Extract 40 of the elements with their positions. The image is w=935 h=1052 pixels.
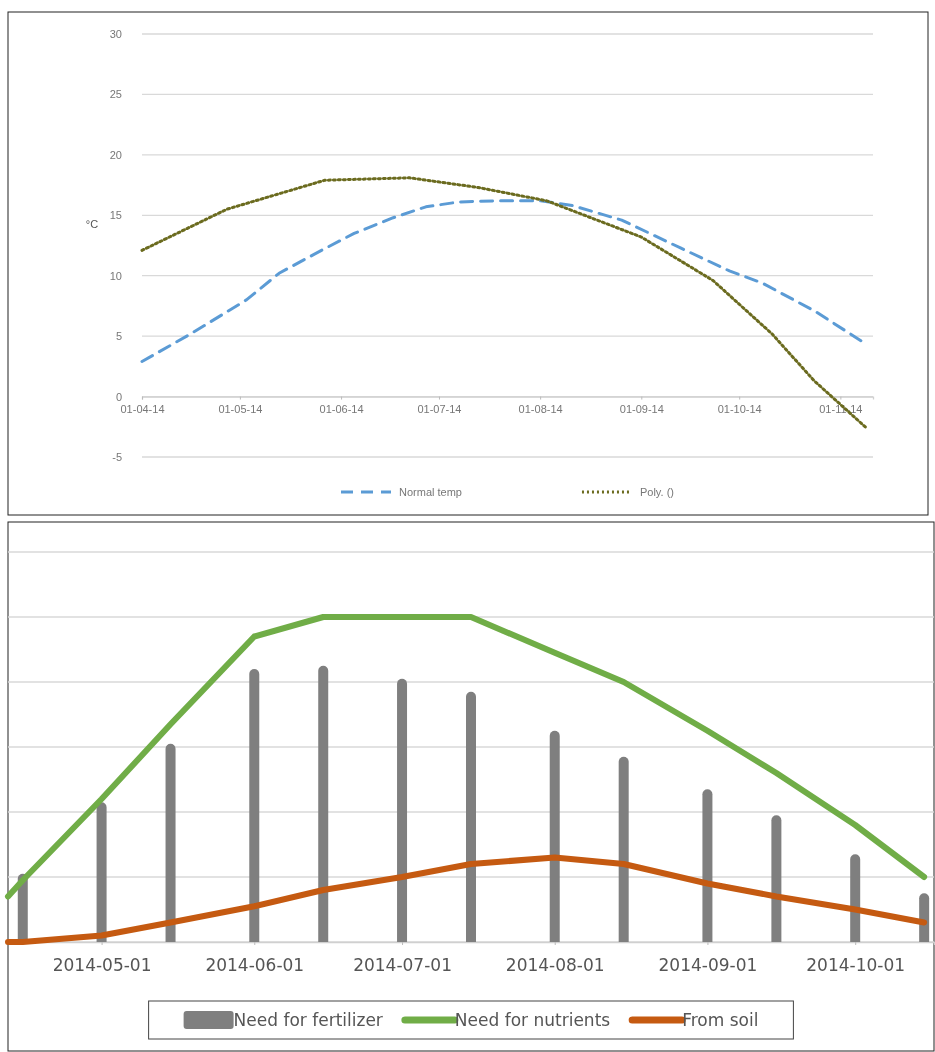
bar: [549, 730, 560, 942]
y-tick-label: 15: [109, 209, 122, 222]
x-tick-label: 01-08-14: [518, 403, 563, 416]
bar: [618, 756, 629, 942]
bar: [249, 669, 260, 942]
legend-label: Need for nutrients: [454, 1009, 611, 1030]
y-axis-title: °C: [85, 217, 99, 230]
bar: [466, 691, 476, 942]
x-tick-label: 01-04-14: [120, 403, 165, 416]
legend-label: Normal temp: [399, 485, 462, 498]
x-tick-label: 2014-07-01: [353, 955, 452, 976]
x-tick-label: 01-06-14: [319, 403, 364, 416]
y-tick-label: 25: [109, 88, 122, 101]
x-tick-label: 01-05-14: [218, 403, 263, 416]
y-tick-label: 30: [109, 28, 122, 41]
y-tick-label: 0: [115, 390, 122, 403]
bar: [318, 665, 329, 942]
x-tick-label: 2014-09-01: [658, 955, 758, 976]
line-series: [140, 199, 865, 364]
legend-label: Need for fertilizer: [233, 1009, 383, 1030]
bar: [397, 678, 408, 942]
x-tick-label: 01-10-14: [717, 403, 762, 416]
x-tick-label: 2014-08-01: [505, 955, 605, 976]
y-tick-label: -5: [112, 451, 122, 464]
y-tick-label: 20: [109, 148, 122, 161]
x-tick-label: 2014-06-01: [205, 955, 305, 976]
bar: [702, 789, 713, 942]
y-tick-label: 5: [115, 330, 122, 343]
bar: [919, 893, 930, 942]
x-tick-label: 01-09-14: [619, 403, 664, 416]
bar: [96, 802, 107, 942]
legend-label: From soil: [682, 1009, 759, 1030]
x-tick-label: 2014-10-01: [806, 955, 906, 976]
bar: [165, 743, 176, 942]
legend-label: Poly. (): [639, 485, 674, 498]
x-tick-label: 2014-05-01: [52, 955, 152, 976]
y-tick-label: 10: [109, 269, 122, 282]
bar: [771, 815, 782, 942]
bar: [850, 854, 861, 942]
x-tick-label: 01-07-14: [417, 403, 462, 416]
